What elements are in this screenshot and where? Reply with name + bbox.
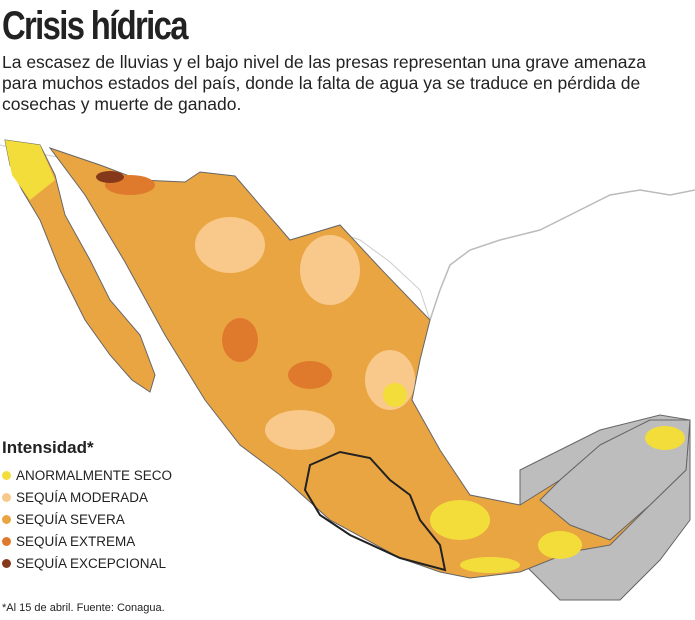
legend-item: ANORMALMENTE SECO <box>2 464 172 486</box>
legend-item: SEQUÍA MODERADA <box>2 486 172 508</box>
legend-label: SEQUÍA EXTREMA <box>16 533 136 549</box>
legend-swatch <box>2 470 11 480</box>
legend-label: SEQUÍA MODERADA <box>16 489 149 505</box>
region <box>460 557 520 573</box>
subtitle: La escasez de lluvias y el bajo nivel de… <box>2 52 646 114</box>
region <box>195 217 265 273</box>
legend: Intensidad* ANORMALMENTE SECO SEQUÍA MODE… <box>2 438 172 574</box>
legend-swatch <box>2 492 11 502</box>
legend-item: SEQUÍA SEVERA <box>2 508 172 530</box>
highlight-outline <box>303 450 447 572</box>
us-coast <box>429 189 695 321</box>
region <box>645 426 685 450</box>
legend-swatch <box>2 536 11 546</box>
region <box>538 531 582 559</box>
legend-items: ANORMALMENTE SECO SEQUÍA MODERADA SEQUÍA S… <box>2 464 172 574</box>
region <box>222 318 258 362</box>
legend-label: SEQUÍA EXCEPCIONAL <box>16 555 167 571</box>
region <box>5 140 55 200</box>
legend-swatch <box>2 558 11 568</box>
yucatan <box>539 419 691 541</box>
region <box>265 410 335 450</box>
title: Crisis hídrica <box>2 4 189 48</box>
region <box>383 383 407 407</box>
footnote: *Al 15 de abril. Fuente: Conagua. <box>2 602 165 614</box>
legend-label: ANORMALMENTE SECO <box>16 467 173 483</box>
legend-item: SEQUÍA EXTREMA <box>2 530 172 552</box>
region <box>96 171 124 183</box>
baja-california <box>4 139 156 393</box>
legend-title: Intensidad* <box>2 438 94 457</box>
legend-label: SEQUÍA SEVERA <box>16 511 125 527</box>
region <box>300 235 360 305</box>
region <box>430 500 490 540</box>
legend-swatch <box>2 514 11 524</box>
legend-item: SEQUÍA EXCEPCIONAL <box>2 552 172 574</box>
map <box>0 139 695 601</box>
region <box>288 361 332 389</box>
